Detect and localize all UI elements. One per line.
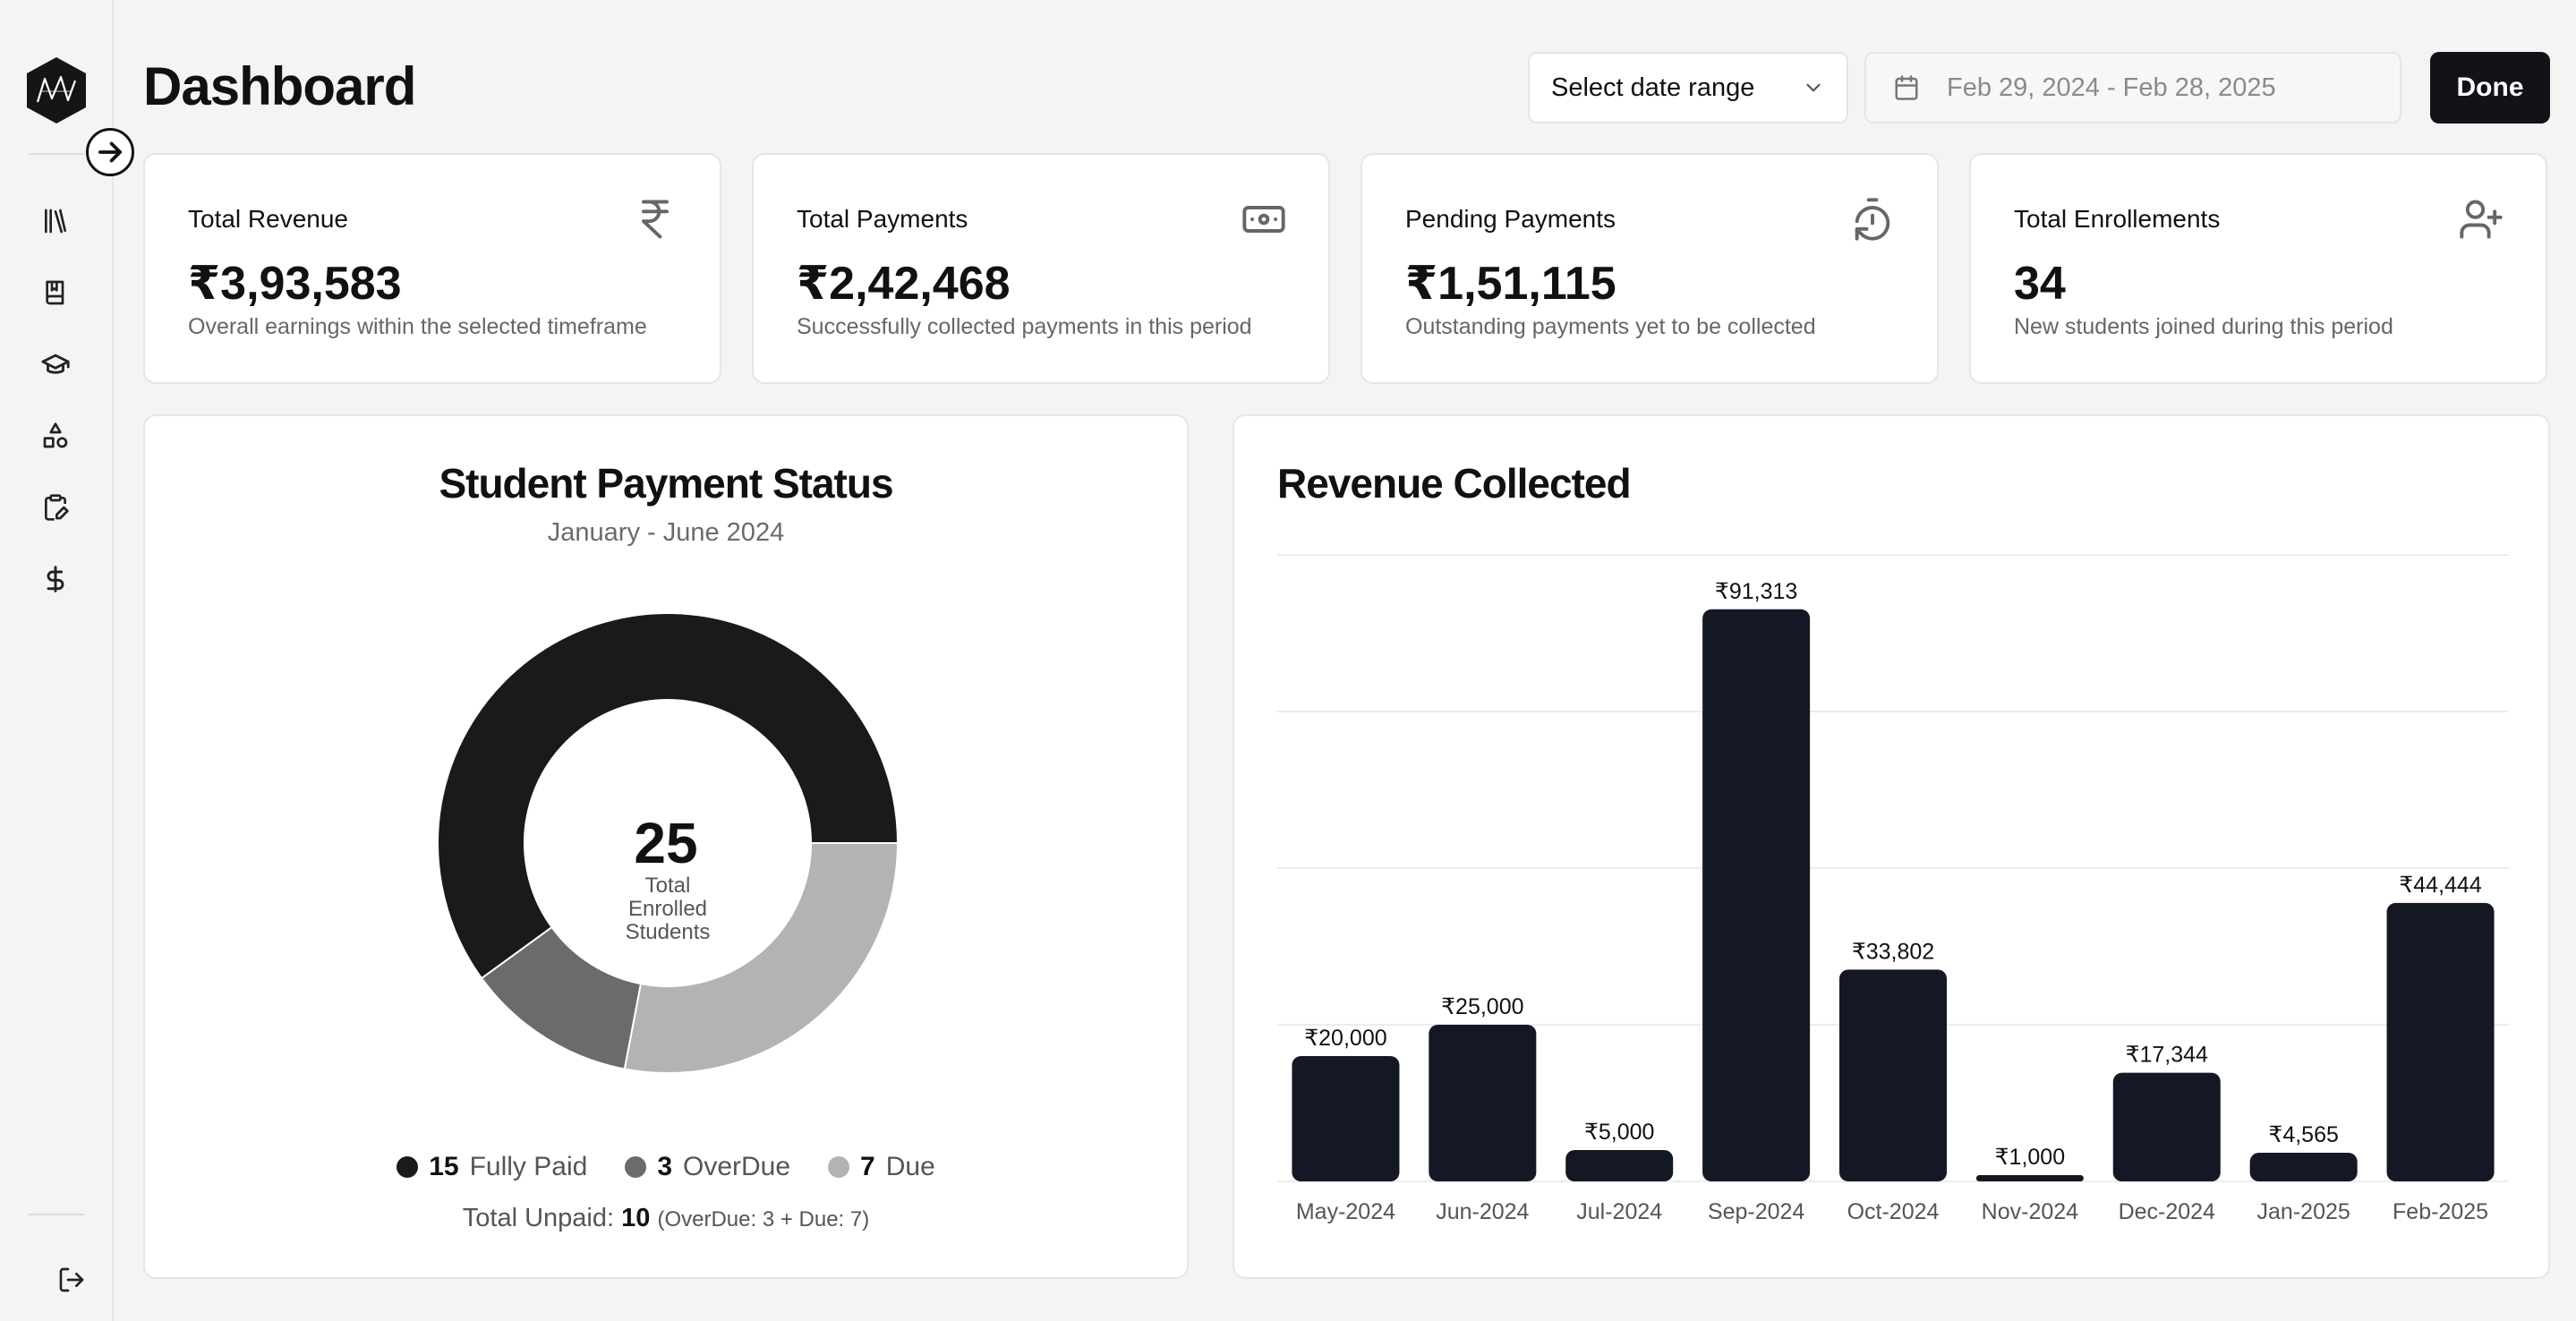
legend-count: 15 xyxy=(429,1152,459,1181)
x-tick-label: Jun-2024 xyxy=(1436,1199,1529,1224)
timer-reset-icon xyxy=(1855,198,1890,241)
logout-icon[interactable] xyxy=(55,1264,88,1296)
done-button[interactable]: Done xyxy=(2430,52,2550,124)
bar-value-label: ₹17,344 xyxy=(2126,1043,2208,1068)
bar-value-label: ₹5,000 xyxy=(1584,1120,1654,1145)
revenue-chart-title: Revenue Collected xyxy=(1277,460,1632,507)
library-icon[interactable] xyxy=(39,205,72,237)
dollar-icon[interactable] xyxy=(39,563,72,595)
stat-title: Total Revenue xyxy=(188,205,349,233)
stat-title: Total Payments xyxy=(797,205,968,233)
sidebar-toggle-button[interactable] xyxy=(86,128,134,176)
sidebar-divider-top xyxy=(29,153,84,155)
logo[interactable] xyxy=(25,55,88,125)
stat-description: Outstanding payments yet to be collected xyxy=(1405,314,1816,339)
rupee-icon xyxy=(642,200,669,239)
payment-status-title: Student Payment Status xyxy=(439,460,893,507)
x-tick-label: Jan-2025 xyxy=(2257,1199,2350,1224)
stat-card-total-enrollments: Total Enrollements 34 New students joine… xyxy=(1969,153,2547,384)
shapes-icon[interactable] xyxy=(39,420,72,452)
payment-status-legend: 15 Fully Paid 3 OverDue 7 Due xyxy=(145,1152,1187,1182)
page-title: Dashboard xyxy=(143,56,416,116)
book-icon[interactable] xyxy=(39,277,72,309)
bar-oct-2024[interactable] xyxy=(1839,969,1947,1181)
unpaid-detail: (OverDue: 3 + Due: 7) xyxy=(657,1207,870,1232)
stat-description: New students joined during this period xyxy=(2014,314,2393,339)
legend-dot xyxy=(397,1156,419,1178)
bar-value-label: ₹25,000 xyxy=(1441,994,1523,1019)
bar-sep-2024[interactable] xyxy=(1702,609,1811,1181)
bar-dec-2024[interactable] xyxy=(2112,1072,2221,1181)
x-tick-label: Feb-2025 xyxy=(2393,1199,2488,1224)
stat-card-pending-payments: Pending Payments ₹1,51,115 Outstanding p… xyxy=(1361,153,1939,384)
x-tick-label: May-2024 xyxy=(1296,1199,1395,1224)
donut-slice-due[interactable] xyxy=(623,842,900,1074)
stat-title: Total Enrollements xyxy=(2014,205,2221,233)
stat-description: Overall earnings within the selected tim… xyxy=(188,314,647,339)
stat-description: Successfully collected payments in this … xyxy=(797,314,1252,339)
stat-value: 34 xyxy=(2014,258,2066,310)
stat-value: ₹2,42,468 xyxy=(797,258,1011,310)
legend-dot xyxy=(625,1156,647,1178)
total-unpaid-summary: Total Unpaid: 10 (OverDue: 3 + Due: 7) xyxy=(145,1204,1187,1233)
date-range-select[interactable]: Select date range xyxy=(1528,52,1848,124)
stat-card-total-payments: Total Payments ₹2,42,468 Successfully co… xyxy=(752,153,1330,384)
payment-status-donut xyxy=(437,612,900,1074)
stat-title: Pending Payments xyxy=(1405,205,1616,233)
donut-slice-fully-paid[interactable] xyxy=(437,612,900,980)
bar-value-label: ₹44,444 xyxy=(2399,873,2481,898)
legend-item-overdue: 3 OverDue xyxy=(625,1152,790,1182)
donut-center-value: 25 xyxy=(634,811,698,875)
user-plus-icon xyxy=(2460,200,2503,239)
calendar-icon xyxy=(1895,75,1918,100)
bar-jan-2025[interactable] xyxy=(2249,1153,2358,1181)
stat-card-total-revenue: Total Revenue ₹3,93,583 Overall earnings… xyxy=(143,153,721,384)
graduation-cap-icon[interactable] xyxy=(39,348,72,380)
x-tick-label: Sep-2024 xyxy=(1708,1199,1805,1224)
sidebar-divider-bottom xyxy=(29,1214,84,1215)
legend-count: 7 xyxy=(860,1152,875,1181)
legend-dot xyxy=(828,1156,850,1178)
revenue-bar-chart: ₹20,000 May-2024 ₹25,000 Jun-2024 ₹5,000 Jul-… xyxy=(1277,554,2509,1224)
x-tick-label: Jul-2024 xyxy=(1576,1199,1662,1224)
date-range-value: Feb 29, 2024 - Feb 28, 2025 xyxy=(1947,72,2276,102)
clipboard-edit-icon[interactable] xyxy=(39,491,72,524)
bar-nov-2024[interactable] xyxy=(1975,1175,2084,1181)
stat-value: ₹1,51,115 xyxy=(1405,258,1616,310)
student-payment-status-card: Student Payment Status January - June 20… xyxy=(143,414,1189,1279)
unpaid-value: 10 xyxy=(621,1204,651,1232)
x-tick-label: Nov-2024 xyxy=(1982,1199,2078,1224)
bar-value-label: ₹33,802 xyxy=(1852,939,1934,964)
date-range-select-label: Select date range xyxy=(1551,72,1755,102)
bar-value-label: ₹20,000 xyxy=(1304,1026,1386,1051)
bar-value-label: ₹1,000 xyxy=(1995,1145,2065,1170)
legend-count: 3 xyxy=(657,1152,672,1181)
bar-value-label: ₹4,565 xyxy=(2268,1122,2338,1147)
payment-status-subtitle: January - June 2024 xyxy=(547,518,785,547)
chevron-down-icon xyxy=(1806,83,1821,92)
legend-label: OverDue xyxy=(683,1152,791,1181)
x-tick-label: Oct-2024 xyxy=(1847,1199,1940,1224)
x-tick-label: Dec-2024 xyxy=(2119,1199,2215,1224)
bar-may-2024[interactable] xyxy=(1292,1056,1400,1181)
bar-jul-2024[interactable] xyxy=(1565,1150,1674,1181)
legend-label: Fully Paid xyxy=(469,1152,588,1181)
bar-value-label: ₹91,313 xyxy=(1715,579,1797,604)
legend-label: Due xyxy=(885,1152,935,1181)
revenue-collected-card: Revenue Collected ₹20,000 May-2024 ₹25,000… xyxy=(1233,414,2550,1279)
donut-center-label: Total Enrolled Students xyxy=(625,874,711,944)
date-range-picker[interactable]: Feb 29, 2024 - Feb 28, 2025 xyxy=(1864,52,2401,124)
arrow-right-icon xyxy=(98,141,122,163)
bar-feb-2025[interactable] xyxy=(2386,902,2495,1181)
bar-jun-2024[interactable] xyxy=(1429,1025,1537,1181)
sidebar xyxy=(0,0,114,1321)
banknote-icon xyxy=(1242,206,1285,233)
legend-item-due: 7 Due xyxy=(828,1152,935,1182)
logo-icon xyxy=(27,57,86,124)
unpaid-prefix: Total Unpaid: xyxy=(462,1204,615,1232)
stat-value: ₹3,93,583 xyxy=(188,258,402,310)
legend-item-fully-paid: 15 Fully Paid xyxy=(397,1152,587,1182)
